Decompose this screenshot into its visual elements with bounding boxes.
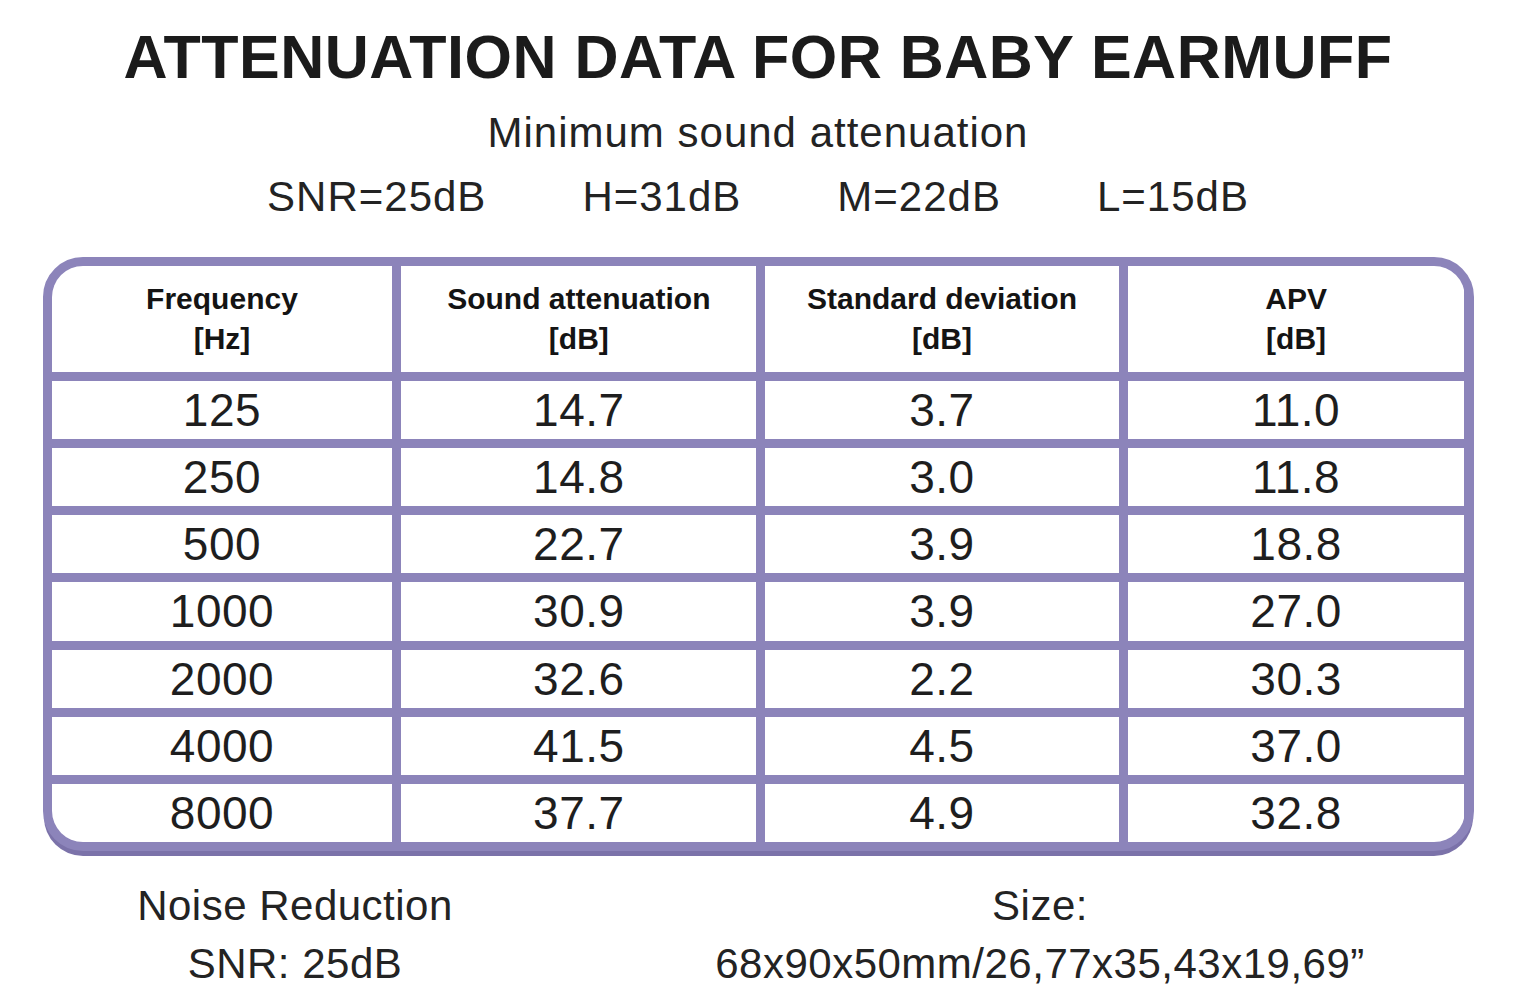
table-cell: 3.9	[765, 582, 1118, 640]
snr-value: SNR=25dB	[267, 173, 486, 221]
table-cell: 125	[52, 381, 393, 439]
column-header-unit: [dB]	[1266, 319, 1326, 360]
table-cell: 30.3	[1128, 650, 1465, 708]
table-cell: 32.6	[401, 650, 756, 708]
subtitle: Minimum sound attenuation	[0, 109, 1516, 157]
size-line1: Size:	[610, 877, 1470, 935]
column-header-frequency: Frequency [Hz]	[52, 266, 393, 372]
table-cell: 3.0	[765, 448, 1118, 506]
table-cell: 27.0	[1128, 582, 1465, 640]
table-cell: 4.9	[765, 784, 1118, 842]
column-header-unit: [Hz]	[194, 319, 251, 360]
page-title: ATTENUATION DATA FOR BABY EARMUFF	[0, 22, 1516, 92]
column-header-unit: [dB]	[549, 319, 609, 360]
table-cell: 3.9	[765, 515, 1118, 573]
column-header-label: Sound attenuation	[447, 279, 710, 320]
table-cell: 1000	[52, 582, 393, 640]
noise-reduction-note: Noise Reduction SNR: 25dB	[70, 877, 520, 993]
acoustic-summary-row: SNR=25dB H=31dB M=22dB L=15dB	[0, 173, 1516, 221]
column-header-unit: [dB]	[912, 319, 972, 360]
column-header-apv: APV [dB]	[1128, 266, 1465, 372]
table-cell: 37.7	[401, 784, 756, 842]
table-cell: 3.7	[765, 381, 1118, 439]
table-cell: 2.2	[765, 650, 1118, 708]
column-header-label: APV	[1265, 279, 1327, 320]
h-value: H=31dB	[582, 173, 741, 221]
table-cell: 37.0	[1128, 717, 1465, 775]
table-cell: 14.8	[401, 448, 756, 506]
table-cell: 250	[52, 448, 393, 506]
column-header-label: Frequency	[146, 279, 298, 320]
table-cell: 30.9	[401, 582, 756, 640]
table-cell: 14.7	[401, 381, 756, 439]
attenuation-table-grid: Frequency [Hz] Sound attenuation [dB] St…	[52, 266, 1465, 842]
table-cell: 32.8	[1128, 784, 1465, 842]
table-cell: 8000	[52, 784, 393, 842]
noise-reduction-line1: Noise Reduction	[70, 877, 520, 935]
attenuation-table: Frequency [Hz] Sound attenuation [dB] St…	[43, 257, 1474, 851]
table-cell: 4000	[52, 717, 393, 775]
table-cell: 11.8	[1128, 448, 1465, 506]
table-cell: 11.0	[1128, 381, 1465, 439]
noise-reduction-line2: SNR: 25dB	[70, 935, 520, 993]
table-cell: 500	[52, 515, 393, 573]
l-value: L=15dB	[1097, 173, 1249, 221]
attenuation-data-infographic: ATTENUATION DATA FOR BABY EARMUFF Minimu…	[0, 0, 1516, 995]
size-note: Size: 68x90x50mm/26,77x35,43x19,69”	[610, 877, 1470, 993]
table-cell: 2000	[52, 650, 393, 708]
table-cell: 4.5	[765, 717, 1118, 775]
table-cell: 41.5	[401, 717, 756, 775]
table-cell: 18.8	[1128, 515, 1465, 573]
column-header-sound-attenuation: Sound attenuation [dB]	[401, 266, 756, 372]
footer: Noise Reduction SNR: 25dB Size: 68x90x50…	[0, 877, 1516, 995]
column-header-label: Standard deviation	[807, 279, 1077, 320]
size-line2: 68x90x50mm/26,77x35,43x19,69”	[610, 935, 1470, 993]
column-header-standard-deviation: Standard deviation [dB]	[765, 266, 1118, 372]
table-cell: 22.7	[401, 515, 756, 573]
m-value: M=22dB	[837, 173, 1001, 221]
